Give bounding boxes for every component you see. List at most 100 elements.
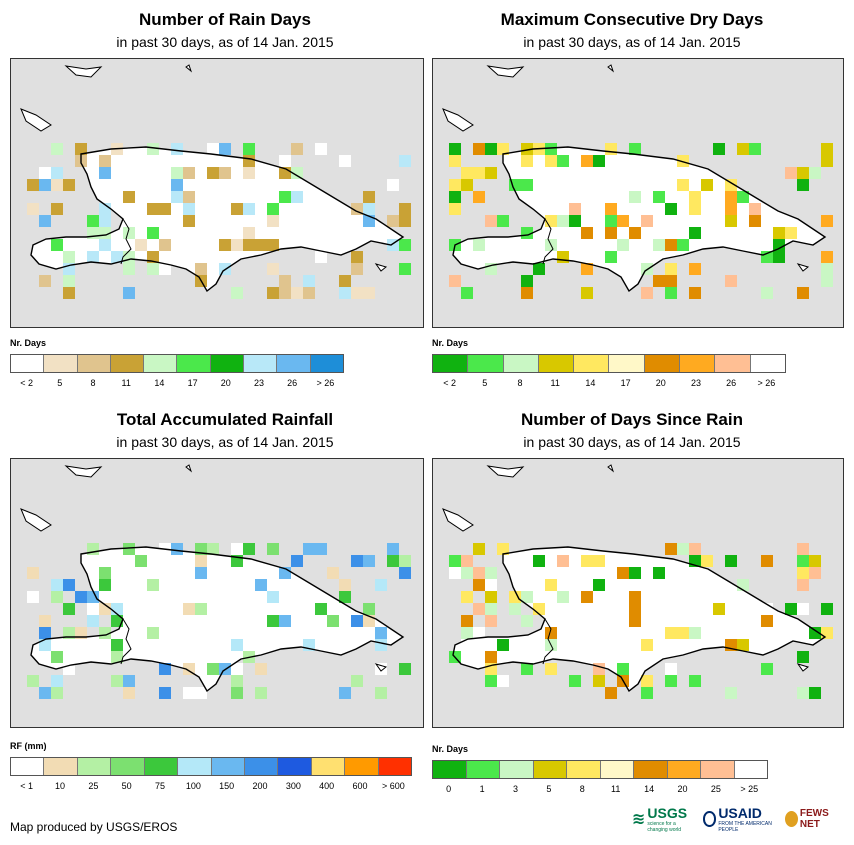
grid-cells <box>449 543 833 699</box>
grid-cell <box>641 287 653 299</box>
grid-cell <box>147 263 159 275</box>
grid-cell <box>279 191 291 203</box>
grid-cell <box>797 179 809 191</box>
grid-cell <box>51 203 63 215</box>
legend-tick-label: 23 <box>253 378 265 388</box>
grid-cell <box>219 143 231 155</box>
grid-cell <box>749 627 761 639</box>
grid-cell <box>521 155 533 167</box>
grid-cell <box>147 227 159 239</box>
grid-cell <box>375 579 387 591</box>
grid-cell <box>243 227 255 239</box>
grid-cell <box>39 179 51 191</box>
legend-tick-label: 5 <box>482 378 488 388</box>
grid-cell <box>27 203 39 215</box>
map-max-dry-days <box>432 58 844 328</box>
coastline <box>30 146 405 293</box>
grid-cell <box>569 203 581 215</box>
grid-cell <box>821 263 833 275</box>
map-days-since-rain <box>432 458 844 728</box>
grid-cell <box>27 675 39 687</box>
grid-cell <box>761 615 773 627</box>
grid-cell <box>195 567 207 579</box>
grid-cell <box>75 591 87 603</box>
grid-cell <box>473 543 485 555</box>
island-outline <box>607 464 615 473</box>
grid-cell <box>303 543 315 555</box>
grid-cell <box>315 603 327 615</box>
grid-cell <box>665 663 677 675</box>
legend-tick-label: 50 <box>121 781 132 791</box>
legend-tick-label: 11 <box>550 378 560 388</box>
legend-swatch <box>734 761 767 778</box>
grid-cell <box>207 543 219 555</box>
grid-cell <box>219 167 231 179</box>
legend-swatch <box>77 355 111 372</box>
grid-cell <box>617 239 629 251</box>
grid-cell <box>339 591 351 603</box>
grid-cell <box>387 543 399 555</box>
country-border <box>120 218 132 265</box>
grid-cell <box>243 239 255 251</box>
grid-cell <box>195 263 207 275</box>
grid-cell <box>399 263 411 275</box>
grid-cell <box>339 579 351 591</box>
grid-cell <box>99 239 111 251</box>
map-rain-days <box>10 58 424 328</box>
agency-logos: ≋ USGS science for a changing world USAID… <box>632 805 842 833</box>
grid-cell <box>291 143 303 155</box>
grid-cell <box>809 567 821 579</box>
legend-swatch <box>567 761 601 778</box>
grid-cell <box>461 179 473 191</box>
grid-cell <box>87 615 99 627</box>
grid-cell <box>797 651 809 663</box>
grid-cell <box>821 275 833 287</box>
grid-cell <box>497 639 509 651</box>
legend-swatch <box>11 758 45 775</box>
grid-cell <box>75 627 87 639</box>
grid-cell <box>581 579 593 591</box>
grid-cell <box>653 239 665 251</box>
grid-cells <box>449 143 833 299</box>
grid-cell <box>617 567 629 579</box>
grid-cell <box>509 591 521 603</box>
grid-cell <box>809 687 821 699</box>
grid-cell <box>641 675 653 687</box>
grid-cell <box>27 591 39 603</box>
usaid-logo: USAID FROM THE AMERICAN PEOPLE <box>702 805 779 833</box>
legend-tick-label: 400 <box>319 781 335 791</box>
panel-subtitle: in past 30 days, as of 14 Jan. 2015 <box>116 34 334 50</box>
legend-swatch <box>44 758 78 775</box>
legend-tick-label: 20 <box>655 378 666 388</box>
legend-title: Nr. Days <box>432 338 469 348</box>
grid-cell <box>713 143 725 155</box>
legend-swatch <box>178 758 212 775</box>
grid-cell <box>63 627 75 639</box>
grid-cell <box>701 179 713 191</box>
legend-tick-label: 150 <box>219 781 235 791</box>
legend-swatch <box>77 758 112 775</box>
grid-cell <box>653 567 665 579</box>
legend-tick-label: 14 <box>585 378 596 388</box>
grid-cell <box>581 555 593 567</box>
grid-cell <box>677 627 689 639</box>
legend-swatch <box>574 355 610 372</box>
footer-credit: Map produced by USGS/EROS <box>10 820 178 834</box>
grid-cell <box>581 263 593 275</box>
legend-tick-label: 14 <box>644 784 655 794</box>
grid-cell <box>195 639 207 651</box>
grid-cell <box>303 275 315 287</box>
island-outline <box>374 663 388 672</box>
grid-cell <box>111 675 123 687</box>
grid-cell <box>399 203 411 215</box>
fews-globe-icon <box>784 811 798 827</box>
grid-cell <box>665 275 677 287</box>
grid-cell <box>123 227 135 239</box>
grid-cell <box>99 579 111 591</box>
legend-title: Nr. Days <box>10 338 47 348</box>
grid-cell <box>111 651 123 663</box>
grid-cell <box>473 579 485 591</box>
legend-swatch <box>644 355 681 372</box>
grid-cell <box>339 275 351 287</box>
grid-cell <box>725 275 737 287</box>
